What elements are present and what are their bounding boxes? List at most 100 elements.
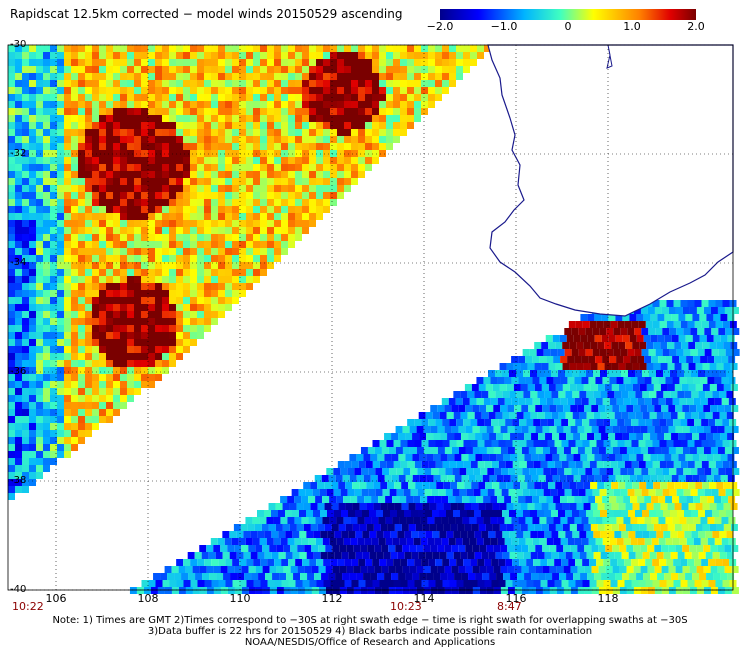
wind-diff-cell	[50, 248, 57, 255]
wind-diff-cell	[148, 248, 155, 255]
wind-diff-cell	[281, 213, 288, 220]
wind-diff-cell	[202, 573, 210, 580]
wind-diff-cell	[463, 580, 471, 587]
wind-diff-cell	[267, 115, 274, 122]
wind-diff-cell	[637, 377, 645, 384]
wind-diff-cell	[71, 416, 78, 423]
wind-diff-cell	[627, 468, 635, 475]
wind-diff-cell	[281, 206, 288, 213]
wind-diff-cell	[604, 503, 612, 510]
wind-diff-cell	[302, 129, 309, 136]
wind-diff-cell	[267, 108, 274, 115]
wind-diff-cell	[8, 101, 15, 108]
wind-diff-cell	[604, 363, 612, 370]
wind-diff-cell	[511, 496, 519, 503]
wind-diff-cell	[358, 129, 365, 136]
wind-diff-cell	[260, 143, 267, 150]
wind-diff-cell	[71, 437, 78, 444]
wind-diff-cell	[267, 129, 274, 136]
wind-diff-cell	[36, 157, 43, 164]
wind-diff-cell	[183, 339, 190, 346]
wind-diff-cell	[584, 447, 592, 454]
wind-diff-cell	[610, 419, 618, 426]
wind-diff-cell	[712, 510, 719, 517]
wind-diff-cell	[106, 353, 113, 360]
wind-diff-cell	[708, 580, 716, 587]
wind-diff-cell	[15, 262, 22, 269]
wind-diff-cell	[197, 297, 204, 304]
wind-diff-cell	[22, 178, 29, 185]
wind-diff-cell	[309, 94, 316, 101]
wind-diff-cell	[162, 367, 169, 374]
wind-diff-cell	[85, 52, 92, 59]
wind-diff-cell	[106, 269, 113, 276]
wind-diff-cell	[645, 559, 653, 566]
wind-diff-cell	[574, 517, 582, 524]
wind-diff-cell	[127, 248, 134, 255]
wind-diff-cell	[499, 482, 507, 489]
wind-diff-cell	[670, 510, 677, 517]
wind-diff-cell	[190, 559, 198, 566]
wind-diff-cell	[456, 559, 464, 566]
wind-diff-cell	[197, 241, 204, 248]
wind-diff-cell	[92, 199, 99, 206]
wind-diff-cell	[615, 573, 623, 580]
wind-diff-cell	[206, 566, 214, 573]
wind-diff-cell	[330, 199, 337, 206]
wind-diff-cell	[691, 412, 699, 419]
wind-diff-cell	[673, 419, 681, 426]
wind-diff-cell	[204, 206, 211, 213]
wind-diff-cell	[190, 164, 197, 171]
wind-diff-cell	[713, 573, 721, 580]
wind-diff-cell	[393, 122, 400, 129]
wind-diff-cell	[211, 52, 218, 59]
wind-diff-cell	[134, 255, 141, 262]
wind-diff-cell	[251, 573, 259, 580]
wind-diff-cell	[211, 311, 218, 318]
wind-diff-cell	[365, 143, 372, 150]
wind-diff-cell	[400, 461, 408, 468]
wind-diff-cell	[162, 73, 169, 80]
wind-diff-cell	[211, 136, 218, 143]
wind-diff-cell	[71, 94, 78, 101]
wind-diff-cell	[232, 262, 239, 269]
wind-diff-cell	[561, 559, 569, 566]
wind-diff-cell	[29, 395, 36, 402]
wind-diff-cell	[57, 437, 64, 444]
wind-diff-cell	[211, 87, 218, 94]
wind-diff-cell	[727, 475, 735, 482]
wind-diff-cell	[695, 363, 703, 370]
wind-diff-cell	[652, 440, 660, 447]
wind-diff-cell	[64, 157, 71, 164]
footer-notes: Note: 1) Times are GMT 2)Times correspon…	[0, 615, 740, 648]
wind-diff-cell	[603, 321, 611, 328]
wind-diff-cell	[260, 52, 267, 59]
wind-diff-cell	[569, 503, 577, 510]
wind-diff-cell	[495, 552, 503, 559]
wind-diff-cell	[197, 143, 204, 150]
wind-diff-cell	[36, 381, 43, 388]
wind-diff-cell	[458, 566, 466, 573]
wind-diff-cell	[402, 587, 410, 594]
wind-diff-cell	[169, 52, 176, 59]
wind-diff-cell	[705, 391, 713, 398]
wind-diff-cell	[301, 496, 309, 503]
wind-diff-cell	[546, 356, 554, 363]
wind-diff-cell	[218, 276, 225, 283]
wind-diff-cell	[453, 510, 460, 517]
wind-diff-cell	[183, 311, 190, 318]
wind-diff-cell	[493, 587, 501, 594]
wind-diff-cell	[701, 580, 709, 587]
wind-diff-cell	[15, 283, 22, 290]
wind-diff-cell	[295, 87, 302, 94]
wind-diff-cell	[624, 559, 632, 566]
wind-diff-cell	[78, 339, 85, 346]
wind-diff-cell	[533, 419, 541, 426]
wind-diff-cell	[50, 444, 57, 451]
wind-diff-cell	[176, 59, 183, 66]
wind-diff-cell	[8, 367, 15, 374]
wind-diff-cell	[603, 580, 611, 587]
wind-diff-cell	[647, 447, 655, 454]
wind-diff-cell	[71, 206, 78, 213]
wind-diff-cell	[232, 80, 239, 87]
